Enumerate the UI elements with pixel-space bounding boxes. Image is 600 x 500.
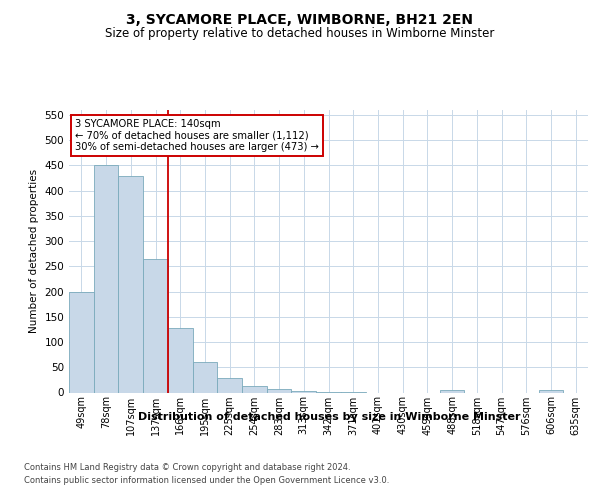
Text: Distribution of detached houses by size in Wimborne Minster: Distribution of detached houses by size … — [137, 412, 520, 422]
Bar — [69, 292, 94, 392]
Bar — [118, 176, 143, 392]
Bar — [539, 390, 563, 392]
Bar — [94, 166, 118, 392]
Bar — [217, 378, 242, 392]
Bar — [193, 362, 217, 392]
Y-axis label: Number of detached properties: Number of detached properties — [29, 169, 39, 334]
Text: Contains HM Land Registry data © Crown copyright and database right 2024.: Contains HM Land Registry data © Crown c… — [24, 462, 350, 471]
Bar — [168, 328, 193, 392]
Bar — [440, 390, 464, 392]
Text: 3 SYCAMORE PLACE: 140sqm
← 70% of detached houses are smaller (1,112)
30% of sem: 3 SYCAMORE PLACE: 140sqm ← 70% of detach… — [75, 119, 319, 152]
Text: Size of property relative to detached houses in Wimborne Minster: Size of property relative to detached ho… — [106, 28, 494, 40]
Bar — [242, 386, 267, 392]
Bar — [267, 390, 292, 392]
Bar — [143, 259, 168, 392]
Text: Contains public sector information licensed under the Open Government Licence v3: Contains public sector information licen… — [24, 476, 389, 485]
Text: 3, SYCAMORE PLACE, WIMBORNE, BH21 2EN: 3, SYCAMORE PLACE, WIMBORNE, BH21 2EN — [127, 12, 473, 26]
